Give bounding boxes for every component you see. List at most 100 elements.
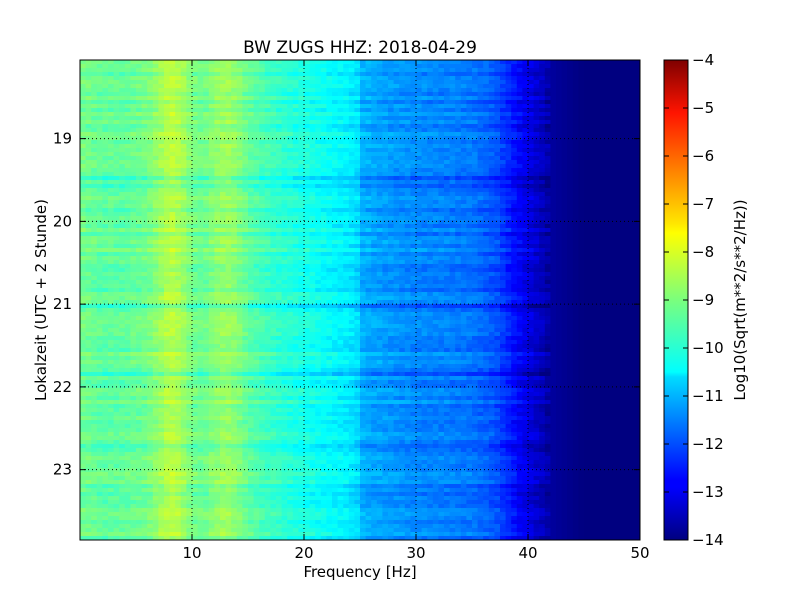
heatmap-cell xyxy=(259,180,266,185)
heatmap-cell xyxy=(124,64,131,69)
heatmap-cell xyxy=(544,248,551,253)
heatmap-cell xyxy=(600,64,607,69)
heatmap-cell xyxy=(80,64,87,69)
heatmap-cell xyxy=(91,100,98,105)
heatmap-cell xyxy=(91,184,98,189)
heatmap-cell xyxy=(572,148,579,153)
heatmap-cell xyxy=(203,80,210,85)
heatmap-cell xyxy=(175,112,182,117)
heatmap-cell xyxy=(208,252,215,257)
heatmap-cell xyxy=(511,100,518,105)
heatmap-cell xyxy=(102,252,109,257)
heatmap-cell xyxy=(320,164,327,169)
heatmap-cell xyxy=(472,224,479,229)
heatmap-cell xyxy=(617,76,624,81)
heatmap-cell xyxy=(169,220,176,225)
heatmap-cell xyxy=(516,64,523,69)
heatmap-cell xyxy=(455,188,462,193)
heatmap-cell xyxy=(309,80,316,85)
heatmap-cell xyxy=(410,200,417,205)
heatmap-cell xyxy=(572,192,579,197)
heatmap-cell xyxy=(561,160,568,165)
heatmap-cell xyxy=(371,96,378,101)
heatmap-cell xyxy=(533,84,540,89)
heatmap-cell xyxy=(572,112,579,117)
heatmap-cell xyxy=(315,236,322,241)
heatmap-cell xyxy=(326,256,333,261)
heatmap-cell xyxy=(175,228,182,233)
heatmap-cell xyxy=(192,240,199,245)
heatmap-cell xyxy=(567,152,574,157)
heatmap-cell xyxy=(158,228,165,233)
heatmap-cell xyxy=(404,252,411,257)
heatmap-cell xyxy=(438,72,445,77)
heatmap-cell xyxy=(276,100,283,105)
heatmap-cell xyxy=(220,220,227,225)
heatmap-cell xyxy=(460,72,467,77)
heatmap-cell xyxy=(539,156,546,161)
heatmap-cell xyxy=(404,80,411,85)
heatmap-cell xyxy=(365,252,372,257)
heatmap-cell xyxy=(236,68,243,73)
heatmap-cell xyxy=(298,164,305,169)
heatmap-cell xyxy=(124,228,131,233)
heatmap-cell xyxy=(388,172,395,177)
heatmap-cell xyxy=(309,64,316,69)
heatmap-cell xyxy=(416,60,423,65)
heatmap-cell xyxy=(556,64,563,69)
heatmap-cell xyxy=(628,112,635,117)
heatmap-cell xyxy=(371,64,378,69)
heatmap-cell xyxy=(522,164,529,169)
heatmap-cell xyxy=(130,140,137,145)
heatmap-cell xyxy=(472,132,479,137)
heatmap-cell xyxy=(141,148,148,153)
heatmap-cell xyxy=(544,60,551,65)
heatmap-cell xyxy=(376,140,383,145)
heatmap-cell xyxy=(175,60,182,65)
heatmap-cell xyxy=(584,232,591,237)
heatmap-cell xyxy=(382,256,389,261)
heatmap-cell xyxy=(488,252,495,257)
heatmap-cell xyxy=(208,72,215,77)
heatmap-cell xyxy=(494,100,501,105)
heatmap-cell xyxy=(270,92,277,97)
heatmap-cell xyxy=(130,84,137,89)
heatmap-cell xyxy=(628,124,635,129)
heatmap-cell xyxy=(276,224,283,229)
heatmap-cell xyxy=(108,224,115,229)
heatmap-cell xyxy=(477,156,484,161)
heatmap-cell xyxy=(186,244,193,249)
heatmap-cell xyxy=(432,176,439,181)
heatmap-cell xyxy=(113,120,120,125)
heatmap-cell xyxy=(236,196,243,201)
heatmap-cell xyxy=(505,120,512,125)
heatmap-cell xyxy=(192,64,199,69)
heatmap-cell xyxy=(522,144,529,149)
heatmap-cell xyxy=(404,128,411,133)
heatmap-cell xyxy=(113,100,120,105)
heatmap-cell xyxy=(466,124,473,129)
heatmap-cell xyxy=(152,160,159,165)
heatmap-cell xyxy=(180,244,187,249)
heatmap-cell xyxy=(281,232,288,237)
heatmap-cell xyxy=(80,88,87,93)
heatmap-cell xyxy=(572,240,579,245)
heatmap-cell xyxy=(421,68,428,73)
heatmap-cell xyxy=(427,248,434,253)
heatmap-cell xyxy=(315,176,322,181)
heatmap-cell xyxy=(634,112,640,117)
heatmap-cell xyxy=(197,240,204,245)
heatmap-cell xyxy=(175,220,182,225)
heatmap-cell xyxy=(500,240,507,245)
heatmap-cell xyxy=(410,108,417,113)
heatmap-cell xyxy=(427,200,434,205)
heatmap-cell xyxy=(528,244,535,249)
heatmap-cell xyxy=(623,228,630,233)
heatmap-cell xyxy=(287,212,294,217)
heatmap-cell xyxy=(477,184,484,189)
heatmap-cell xyxy=(472,72,479,77)
heatmap-cell xyxy=(388,148,395,153)
heatmap-cell xyxy=(304,216,311,221)
heatmap-cell xyxy=(416,148,423,153)
heatmap-cell xyxy=(141,168,148,173)
